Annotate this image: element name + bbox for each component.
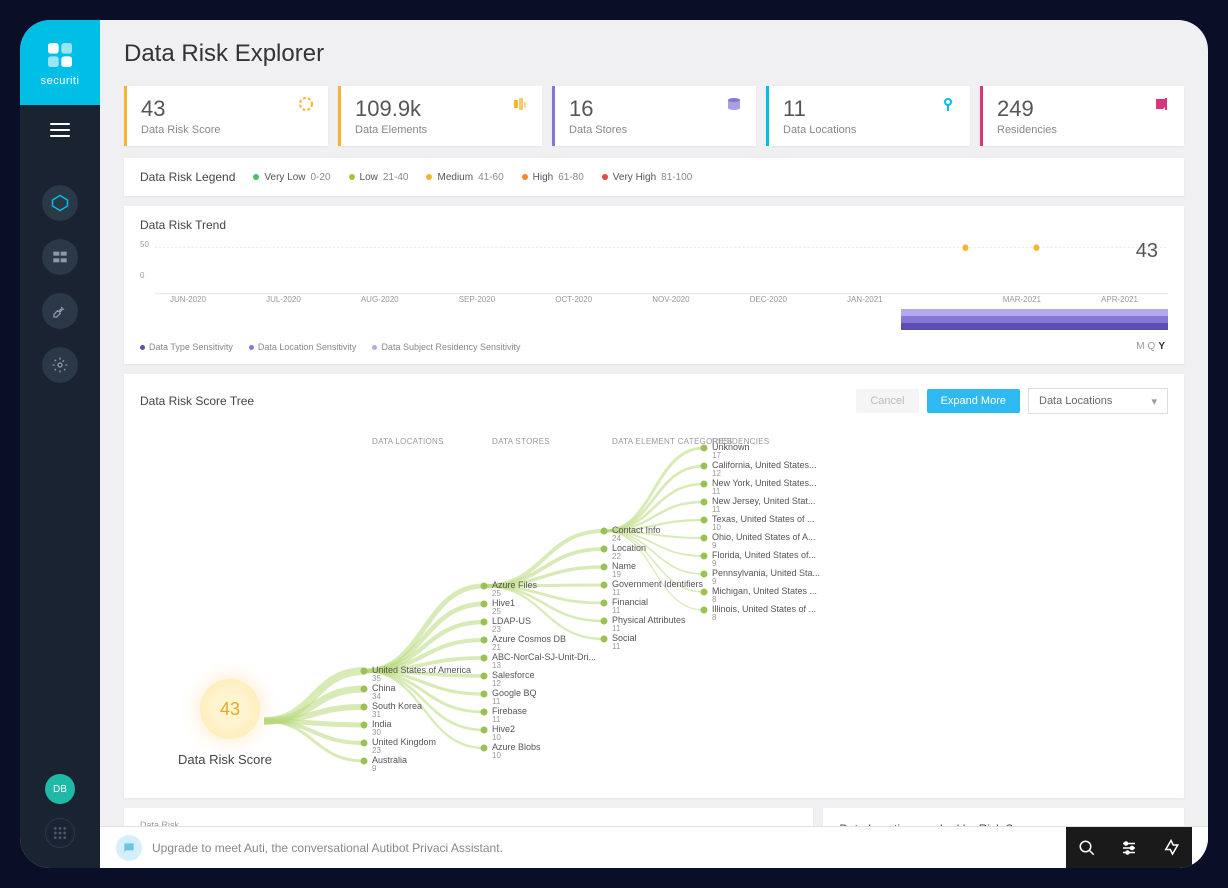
svg-text:United States of America: United States of America [372, 665, 471, 675]
svg-text:8: 8 [712, 595, 717, 604]
risk-trend-panel: Data Risk Trend 43 50 0 JUN-2020JUL-2020… [124, 206, 1184, 364]
metric-icon [726, 96, 742, 112]
brand-logo[interactable]: securiti [20, 20, 100, 105]
svg-text:17: 17 [712, 451, 721, 460]
svg-text:11: 11 [492, 697, 501, 706]
svg-text:11: 11 [492, 715, 501, 724]
chat-icon[interactable] [116, 835, 142, 861]
svg-text:Australia: Australia [372, 755, 407, 765]
nav-settings-icon[interactable] [42, 347, 78, 383]
svg-text:34: 34 [372, 692, 381, 701]
user-avatar[interactable]: DB [45, 774, 75, 804]
svg-text:11: 11 [612, 624, 621, 633]
brand-name: securiti [41, 75, 80, 87]
nav-tools-icon[interactable] [42, 293, 78, 329]
svg-text:Azure Cosmos DB: Azure Cosmos DB [492, 634, 566, 644]
metric-card[interactable]: 109.9kData Elements [338, 86, 542, 146]
svg-text:10: 10 [712, 523, 721, 532]
assistant-text: Upgrade to meet Auti, the conversational… [152, 841, 503, 855]
svg-text:ABC-NorCal-SJ-Unit-Dri...: ABC-NorCal-SJ-Unit-Dri... [492, 652, 596, 662]
svg-text:Physical Attributes: Physical Attributes [612, 615, 686, 625]
assistant-bar: Upgrade to meet Auti, the conversational… [100, 826, 1208, 868]
tree-dimension-select[interactable]: Data Locations [1028, 388, 1168, 414]
tree-title: Data Risk Score Tree [140, 394, 254, 408]
svg-text:10: 10 [492, 751, 501, 760]
svg-text:25: 25 [492, 607, 501, 616]
legend-item: Very High 81-100 [602, 172, 693, 183]
svg-text:23: 23 [372, 746, 381, 755]
risk-legend-panel: Data Risk Legend Very Low 0-20 Low 21-40 M… [124, 158, 1184, 196]
svg-text:12: 12 [712, 469, 721, 478]
svg-text:United Kingdom: United Kingdom [372, 737, 436, 747]
trend-title: Data Risk Trend [140, 218, 1168, 232]
metric-icon [512, 96, 528, 112]
metric-card[interactable]: 11Data Locations [766, 86, 970, 146]
menu-toggle[interactable] [50, 123, 70, 137]
svg-text:New York, United States...: New York, United States... [712, 478, 817, 488]
legend-item: High 61-80 [522, 172, 584, 183]
svg-text:22: 22 [612, 552, 621, 561]
build-icon[interactable] [1150, 827, 1192, 869]
svg-text:11: 11 [712, 487, 721, 496]
svg-text:Pennsylvania, United Sta...: Pennsylvania, United Sta... [712, 568, 820, 578]
legend-item: Medium 41-60 [426, 172, 503, 183]
svg-text:21: 21 [492, 643, 501, 652]
svg-text:11: 11 [712, 505, 721, 514]
page-title: Data Risk Explorer [124, 40, 1184, 68]
svg-text:23: 23 [492, 625, 501, 634]
legend-item: Low 21-40 [349, 172, 409, 183]
trend-chart-svg [155, 240, 1168, 295]
svg-text:31: 31 [372, 710, 381, 719]
svg-text:35: 35 [372, 674, 381, 683]
cancel-button[interactable]: Cancel [856, 389, 918, 413]
svg-text:11: 11 [612, 606, 621, 615]
svg-text:California, United States...: California, United States... [712, 460, 817, 470]
svg-text:19: 19 [612, 570, 621, 579]
svg-text:11: 11 [612, 642, 621, 651]
nav-data-icon[interactable] [42, 239, 78, 275]
metric-icon [298, 96, 314, 112]
expand-button[interactable]: Expand More [927, 389, 1020, 413]
nav-home-icon[interactable] [42, 185, 78, 221]
svg-text:24: 24 [612, 534, 621, 543]
metric-card[interactable]: 249Residencies [980, 86, 1184, 146]
metric-icon [940, 96, 956, 112]
svg-text:Michigan, United States ...: Michigan, United States ... [712, 586, 817, 596]
legend-item: Very Low 0-20 [253, 172, 330, 183]
svg-text:13: 13 [492, 661, 501, 670]
svg-text:Florida, United States of...: Florida, United States of... [712, 550, 816, 560]
svg-text:10: 10 [492, 733, 501, 742]
trend-period-toggle[interactable]: MQY [1136, 341, 1168, 352]
filter-icon[interactable] [1108, 827, 1150, 869]
svg-text:30: 30 [372, 728, 381, 737]
trend-current-value: 43 [1136, 240, 1158, 263]
svg-text:11: 11 [612, 588, 621, 597]
legend-title: Data Risk Legend [140, 170, 235, 184]
svg-text:9: 9 [712, 541, 717, 550]
svg-text:New Jersey, United Stat...: New Jersey, United Stat... [712, 496, 815, 506]
svg-text:9: 9 [712, 577, 717, 586]
metric-icon [1154, 96, 1170, 112]
apps-menu-icon[interactable] [45, 818, 75, 848]
svg-text:9: 9 [712, 559, 717, 568]
metric-card[interactable]: 43Data Risk Score [124, 86, 328, 146]
svg-text:Texas, United States of ...: Texas, United States of ... [712, 514, 815, 524]
svg-text:9: 9 [372, 764, 377, 773]
svg-text:Illinois, United States of ...: Illinois, United States of ... [712, 604, 816, 614]
metric-card[interactable]: 16Data Stores [552, 86, 756, 146]
svg-text:12: 12 [492, 679, 501, 688]
search-icon[interactable] [1066, 827, 1108, 869]
tree-diagram: DATA LOCATIONSDATA STORESDATA ELEMENT CA… [140, 436, 1168, 784]
svg-text:25: 25 [492, 589, 501, 598]
svg-text:Ohio, United States of A...: Ohio, United States of A... [712, 532, 816, 542]
svg-text:DATA STORES: DATA STORES [492, 437, 550, 446]
svg-text:DATA LOCATIONS: DATA LOCATIONS [372, 437, 444, 446]
svg-text:8: 8 [712, 613, 717, 622]
svg-text:Government Identifiers: Government Identifiers [612, 579, 704, 589]
risk-tree-panel: Data Risk Score Tree Cancel Expand More … [124, 374, 1184, 798]
